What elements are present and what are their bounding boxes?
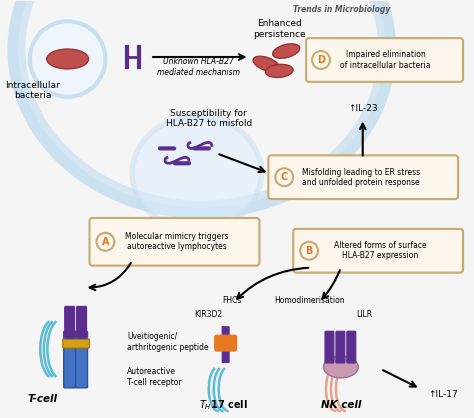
Circle shape [275,168,293,186]
FancyBboxPatch shape [347,331,356,363]
Text: LILR: LILR [356,310,372,319]
Text: Impaired elimination
of intracellular bacteria: Impaired elimination of intracellular ba… [340,50,431,70]
Text: C: C [281,172,288,182]
Ellipse shape [265,64,293,77]
Ellipse shape [47,49,89,69]
Text: FHCs: FHCs [222,296,241,305]
FancyBboxPatch shape [293,229,463,273]
Text: KIR3D2: KIR3D2 [195,310,223,319]
Ellipse shape [323,356,358,378]
Text: Uveitiogenic/
arthritogenic peptide: Uveitiogenic/ arthritogenic peptide [128,332,209,352]
Text: Misfolding leading to ER stress
and unfolded protein response: Misfolding leading to ER stress and unfo… [301,168,420,187]
Circle shape [30,21,105,97]
Text: B: B [305,246,313,256]
Text: ↑IL-23: ↑IL-23 [348,104,378,113]
FancyBboxPatch shape [63,339,90,348]
FancyBboxPatch shape [222,327,229,362]
FancyBboxPatch shape [64,331,76,388]
Ellipse shape [253,56,280,71]
Text: Altered forms of surface
HLA-B27 expression: Altered forms of surface HLA-B27 express… [334,241,427,260]
Text: T-cell: T-cell [28,394,58,404]
FancyBboxPatch shape [64,306,74,338]
Text: NK cell: NK cell [321,400,361,410]
Circle shape [97,233,114,251]
Ellipse shape [132,116,261,230]
Text: Susceptibility for
HLA-B27 to misfold: Susceptibility for HLA-B27 to misfold [165,109,252,128]
FancyBboxPatch shape [268,155,458,199]
Text: Enhanced
persistence: Enhanced persistence [253,20,306,39]
Text: Intracellular
bacteria: Intracellular bacteria [6,81,60,100]
Text: A: A [101,237,109,247]
FancyBboxPatch shape [215,335,237,351]
Text: ↑IL-17: ↑IL-17 [428,390,458,399]
Text: Homodimerisation: Homodimerisation [274,296,345,305]
FancyBboxPatch shape [76,331,88,388]
FancyBboxPatch shape [90,218,259,265]
FancyBboxPatch shape [325,331,334,363]
Text: $\mathit{T_H}$17 cell: $\mathit{T_H}$17 cell [199,398,248,412]
Circle shape [300,242,318,260]
Text: D: D [317,55,325,65]
FancyBboxPatch shape [306,38,463,82]
Text: Autoreactive
T-cell receptor: Autoreactive T-cell receptor [128,367,182,387]
FancyBboxPatch shape [336,331,345,363]
Ellipse shape [273,44,300,58]
FancyBboxPatch shape [77,306,87,338]
Circle shape [312,51,330,69]
Text: Trends in Microbiology: Trends in Microbiology [293,5,391,14]
Text: Molecular mimicry triggers
autoreactive lymphocytes: Molecular mimicry triggers autoreactive … [125,232,228,252]
Text: Unknown HLA-B27
mediated mechanism: Unknown HLA-B27 mediated mechanism [157,57,240,76]
